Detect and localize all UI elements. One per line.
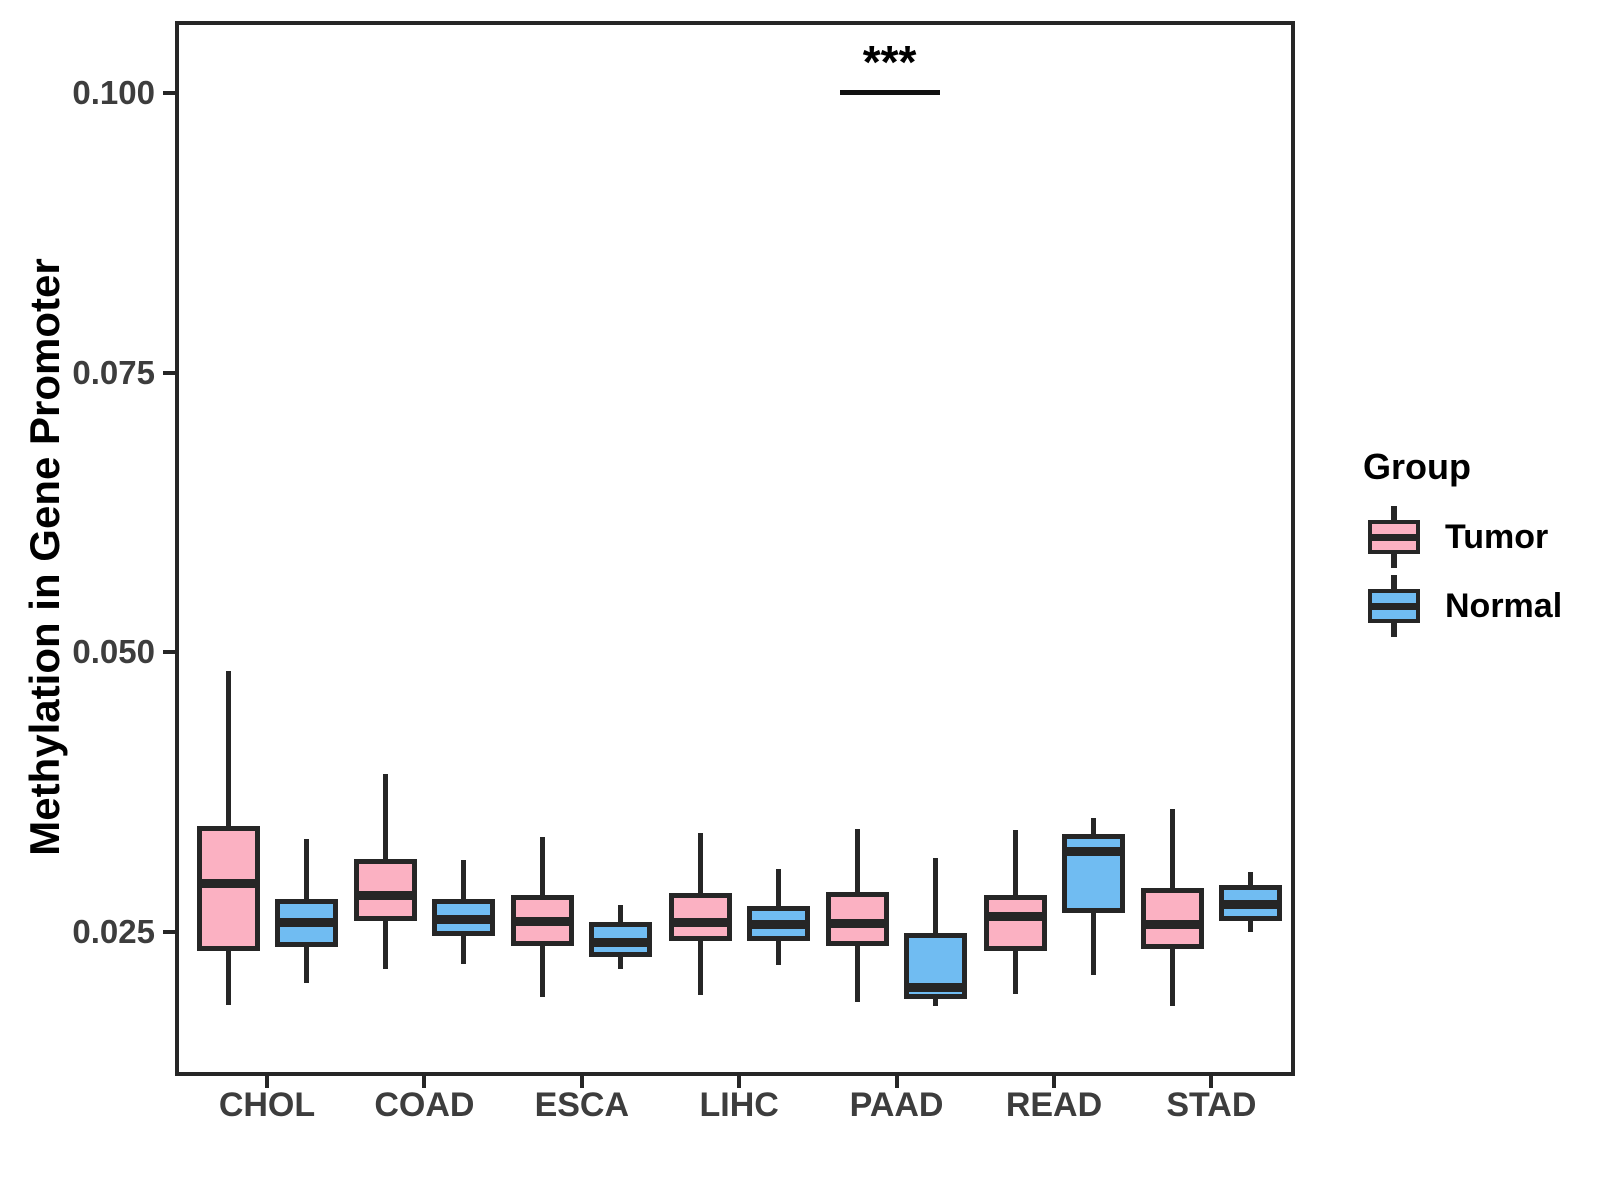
legend-key-normal-boxplot-icon <box>1366 575 1422 637</box>
x-axis-tick <box>422 1076 427 1088</box>
x-axis-tick <box>1052 1076 1056 1088</box>
x-axis-tick-label: ESCA <box>534 1086 630 1124</box>
x-axis-tick-label: PAAD <box>849 1086 944 1124</box>
x-axis-tick <box>737 1076 742 1088</box>
median-line <box>751 920 805 930</box>
median-line <box>1066 846 1120 856</box>
median-line <box>673 918 727 928</box>
plot-panel <box>175 21 1295 1076</box>
median-line <box>909 982 963 992</box>
x-axis-tick <box>1209 1076 1214 1088</box>
iqr-box <box>196 826 260 951</box>
y-axis-title: Methylation in Gene Promoter <box>21 258 68 856</box>
y-axis-tick <box>163 650 175 654</box>
whisker-line <box>933 857 939 1007</box>
iqr-box <box>668 893 732 941</box>
y-axis-tick-label: 0.025 <box>72 912 155 950</box>
y-axis-tick-label: 0.100 <box>72 74 155 111</box>
iqr-box <box>353 858 417 921</box>
median-line <box>358 891 412 901</box>
median-line <box>1145 920 1199 930</box>
y-axis-tick <box>163 929 175 934</box>
x-axis-tick-label: LIHC <box>699 1086 779 1124</box>
median-line <box>516 916 570 926</box>
y-axis-tick <box>163 91 175 95</box>
x-axis-tick <box>265 1076 269 1088</box>
median-line <box>831 919 885 929</box>
iqr-box <box>983 895 1047 951</box>
x-axis-tick <box>579 1076 584 1088</box>
y-axis-tick-label: 0.075 <box>72 353 155 391</box>
x-axis-tick-label: READ <box>1005 1086 1103 1124</box>
iqr-box <box>1140 887 1204 949</box>
legend-key-median <box>1368 603 1420 610</box>
median-line <box>436 914 490 924</box>
y-axis-tick <box>163 370 175 375</box>
legend-key-median <box>1368 534 1420 541</box>
x-axis-tick-label: COAD <box>374 1086 475 1124</box>
median-line <box>279 918 333 928</box>
median-line <box>1223 900 1277 910</box>
legend-title: Group <box>1363 446 1471 487</box>
y-axis-tick-label: 0.050 <box>72 633 155 670</box>
median-line <box>594 938 648 948</box>
legend-label-tumor: Tumor <box>1445 518 1549 556</box>
significance-bracket-line <box>839 90 940 95</box>
legend-key-tumor-boxplot-icon <box>1366 506 1422 568</box>
median-line <box>988 912 1042 922</box>
median-line <box>201 878 255 888</box>
legend-label-normal: Normal <box>1445 587 1563 625</box>
x-axis-tick-label: CHOL <box>218 1086 316 1124</box>
significance-stars: *** <box>862 36 917 88</box>
x-axis-tick-label: STAD <box>1166 1086 1257 1124</box>
x-axis-tick <box>894 1076 899 1088</box>
